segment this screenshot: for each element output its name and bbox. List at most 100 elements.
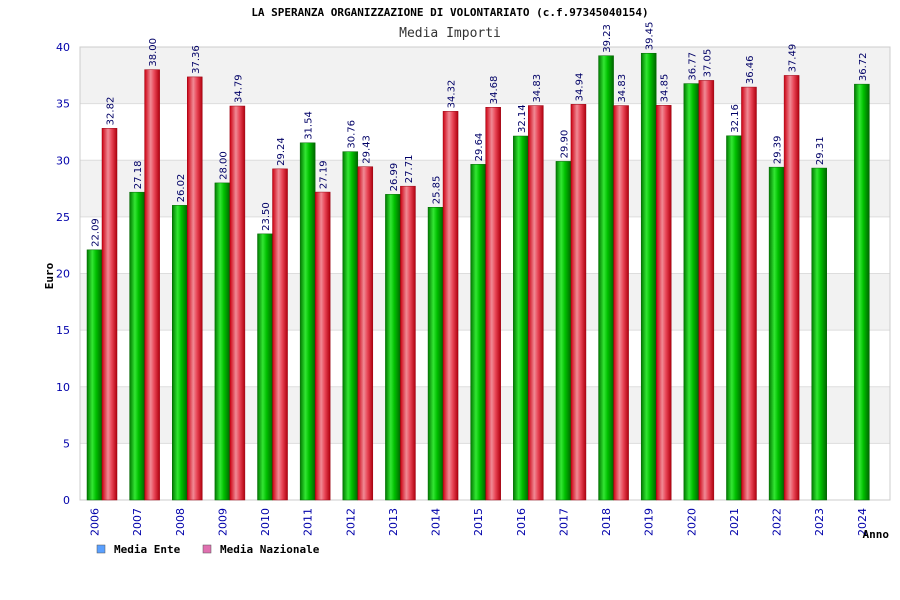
x-tick-label: 2023	[813, 508, 826, 536]
x-axis-ticks: 2006 2007 2008 2009 2010 2011 2012 2013 2014 2015…	[89, 508, 869, 536]
bar-media-nazionale	[442, 111, 459, 501]
x-axis-label: Anno	[863, 528, 890, 541]
data-label: 34.85	[660, 74, 671, 103]
y-tick-label: 35	[56, 98, 70, 111]
data-label: 26.02	[176, 174, 187, 203]
legend-label: Media Nazionale	[220, 543, 320, 556]
data-label: 26.99	[389, 163, 400, 192]
data-label: 27.19	[319, 160, 330, 189]
bar-media-nazionale	[570, 104, 587, 501]
y-axis-label: Euro	[43, 262, 56, 289]
data-label: 31.54	[304, 111, 315, 140]
data-label: 32.16	[730, 104, 741, 133]
bar-media-nazionale	[655, 105, 672, 501]
data-label: 22.09	[91, 218, 102, 247]
bar-media-nazionale	[187, 76, 203, 501]
bar-media-ente	[342, 151, 359, 501]
bar-media-nazionale	[613, 105, 629, 501]
bar-media-nazionale	[314, 191, 331, 501]
x-tick-label: 2020	[685, 508, 698, 536]
data-label: 34.68	[489, 76, 500, 105]
x-tick-label: 2022	[771, 508, 784, 536]
data-label: 36.46	[745, 55, 756, 84]
bar-media-nazionale	[741, 86, 757, 501]
data-label: 38.00	[148, 38, 159, 67]
data-label: 37.49	[788, 44, 799, 73]
data-label: 23.50	[261, 202, 272, 231]
x-tick-label: 2010	[259, 508, 272, 536]
chart-title: LA SPERANZA ORGANIZZAZIONE DI VOLONTARIA…	[251, 6, 648, 19]
data-label: 29.64	[474, 133, 485, 162]
bar-media-ente	[683, 83, 700, 501]
data-label: 34.79	[233, 74, 244, 103]
y-tick-label: 40	[56, 41, 70, 54]
bar-media-ente	[470, 164, 486, 501]
data-label: 30.76	[346, 120, 357, 149]
legend-swatch	[96, 544, 106, 554]
bar-media-ente	[854, 83, 870, 501]
bar-media-ente	[299, 142, 316, 501]
data-label: 29.43	[361, 135, 372, 164]
data-label: 36.72	[858, 53, 869, 82]
x-tick-label: 2006	[89, 508, 102, 536]
bar-media-ente	[427, 206, 444, 501]
x-tick-label: 2015	[472, 508, 485, 536]
x-tick-label: 2008	[174, 508, 187, 536]
bar-media-nazionale	[485, 106, 501, 501]
data-label: 29.39	[773, 136, 784, 165]
y-tick-label: 0	[63, 494, 70, 507]
bar-media-nazionale	[698, 80, 715, 501]
x-tick-label: 2017	[557, 508, 570, 536]
data-label: 27.71	[404, 155, 415, 184]
bar-media-ente	[86, 249, 103, 501]
data-label: 29.24	[276, 137, 287, 166]
x-tick-label: 2012	[344, 508, 357, 536]
x-tick-label: 2019	[643, 508, 656, 536]
data-label: 36.77	[687, 52, 698, 81]
x-tick-label: 2016	[515, 508, 528, 536]
value-labels: 22.09 32.82 27.18 38.00 26.02 37.36 28.00 34.79…	[91, 22, 869, 247]
data-label: 34.83	[532, 74, 543, 103]
data-label: 27.18	[133, 161, 144, 190]
y-tick-label: 20	[56, 268, 70, 281]
data-label: 28.00	[218, 151, 229, 180]
legend-swatch	[202, 544, 212, 554]
bar-media-nazionale	[400, 185, 416, 501]
bar-media-nazionale	[229, 105, 246, 501]
data-label: 39.45	[645, 22, 656, 51]
bar-media-ente	[214, 182, 231, 501]
data-label: 34.32	[447, 80, 458, 109]
data-label: 32.14	[517, 104, 528, 133]
y-tick-label: 10	[56, 381, 70, 394]
x-tick-label: 2011	[302, 508, 315, 536]
bar-media-nazionale	[144, 69, 160, 501]
legend: Media Ente Media Nazionale	[96, 543, 320, 556]
bar-media-ente	[129, 191, 145, 501]
data-label: 25.85	[432, 176, 443, 205]
bar-media-nazionale	[357, 166, 374, 501]
bar-media-ente	[385, 194, 401, 501]
x-tick-label: 2021	[728, 508, 741, 536]
bar-media-ente	[598, 55, 614, 501]
chart-subtitle: Media Importi	[399, 26, 501, 41]
y-axis-ticks: 0 5 10 15 20 25 30 35 40	[56, 41, 70, 507]
legend-label: Media Ente	[114, 543, 181, 556]
data-label: 37.36	[191, 45, 202, 74]
data-label: 29.31	[815, 136, 826, 165]
bar-media-nazionale	[528, 105, 544, 501]
x-tick-label: 2013	[387, 508, 400, 536]
y-tick-label: 30	[56, 154, 70, 167]
x-tick-label: 2009	[216, 508, 229, 536]
bar-media-ente	[513, 135, 529, 501]
data-label: 29.90	[559, 130, 570, 159]
x-tick-label: 2018	[600, 508, 613, 536]
data-label: 32.82	[106, 97, 117, 126]
bar-media-nazionale	[101, 128, 118, 501]
bar-media-ente	[811, 167, 827, 501]
x-tick-label: 2014	[430, 508, 443, 536]
data-label: 39.23	[602, 24, 613, 53]
y-tick-label: 25	[56, 211, 70, 224]
bar-media-ente	[172, 205, 188, 501]
bar-media-ente	[726, 135, 742, 501]
